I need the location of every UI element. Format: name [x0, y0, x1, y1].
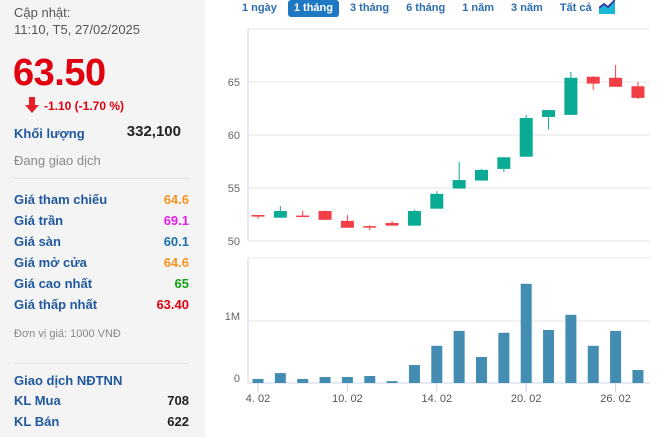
- chart-type-icon[interactable]: [599, 0, 615, 14]
- volume-tick-label: 0: [234, 373, 240, 385]
- volume-bar: [453, 330, 465, 383]
- volume-label: Khối lượng: [14, 126, 85, 141]
- volume-bar: [587, 345, 599, 383]
- x-tick-label: 10. 02: [332, 393, 363, 405]
- x-tick-label: 20. 02: [511, 393, 542, 405]
- volume-bar: [341, 376, 353, 383]
- stat-label: Giá sàn: [14, 234, 61, 249]
- candle-body: [497, 157, 511, 169]
- candle-body: [519, 118, 533, 157]
- foreign-buy-label: KL Mua: [14, 393, 61, 408]
- candle-body: [564, 77, 578, 115]
- candle-body: [318, 211, 332, 220]
- x-tick-label: 26. 02: [600, 393, 631, 405]
- tab-period[interactable]: Tất cả: [559, 2, 592, 14]
- stat-value: 64.6: [163, 192, 189, 207]
- stat-value: 63.40: [156, 297, 189, 312]
- price-unit: Đơn vị giá: 1000 VNĐ: [14, 328, 121, 340]
- volume-bar: [520, 283, 532, 383]
- volume-bar: [632, 369, 644, 383]
- tab-period[interactable]: 3 năm: [511, 2, 543, 14]
- candle-body: [363, 226, 377, 228]
- candle-body: [273, 211, 287, 218]
- update-label: Cập nhật:: [14, 5, 71, 20]
- divider: [14, 363, 189, 364]
- candle-body: [452, 180, 466, 189]
- stat-label: Giá tham chiếu: [14, 192, 108, 207]
- volume-bar: [274, 373, 286, 383]
- stat-label: Giá mở cửa: [14, 255, 87, 270]
- candle-body: [542, 110, 556, 117]
- tab-period[interactable]: 1 ngày: [242, 2, 277, 14]
- stat-label: Giá thấp nhất: [14, 297, 98, 312]
- foreign-trading-title: Giao dịch NĐTNN: [14, 373, 123, 388]
- period-tabs: 1 ngày 1 tháng 3 tháng 6 tháng 1 năm 3 năm Tất…: [236, 0, 603, 17]
- stat-value: 60.1: [163, 234, 189, 249]
- volume-bar: [610, 330, 622, 383]
- candle-body: [475, 169, 488, 181]
- tab-period[interactable]: 6 tháng: [406, 2, 446, 14]
- candle-body: [609, 77, 623, 87]
- volume-bar: [408, 365, 420, 383]
- volume-bar: [297, 378, 309, 383]
- candle-body: [251, 215, 265, 217]
- volume-bar: [476, 356, 487, 383]
- candle-body: [631, 86, 645, 98]
- foreign-sell-label: KL Bán: [14, 414, 60, 429]
- arrow-down-icon: [25, 97, 39, 113]
- volume-bar: [252, 378, 264, 383]
- volume-value: 332,100: [126, 123, 181, 140]
- stat-value: 65: [174, 276, 189, 291]
- price-change: -1.10 (-1.70 %): [44, 99, 125, 113]
- stat-label: Giá cao nhất: [14, 276, 93, 291]
- candle-body: [586, 76, 600, 84]
- volume-bar: [565, 314, 577, 383]
- x-tick-label: 4. 02: [246, 393, 270, 405]
- stat-value: 69.1: [163, 213, 189, 228]
- y-tick-label: 55: [228, 183, 240, 195]
- tab-period[interactable]: 1 năm: [462, 2, 495, 14]
- foreign-buy-value: 708: [167, 393, 189, 408]
- candle-body: [385, 222, 399, 226]
- volume-tick-label: 1M: [225, 311, 240, 323]
- y-tick-label: 50: [228, 236, 240, 248]
- y-tick-label: 60: [228, 130, 240, 142]
- stat-label: Giá trần: [14, 213, 64, 228]
- tab-period[interactable]: 1 tháng: [287, 0, 339, 17]
- trading-status: Đang giao dịch: [14, 153, 101, 168]
- candle-body: [340, 220, 354, 228]
- candle-body: [407, 211, 421, 226]
- tab-period[interactable]: 3 tháng: [349, 2, 390, 14]
- volume-bar: [431, 345, 443, 383]
- volume-bar: [386, 381, 398, 383]
- update-time: 11:10, T5, 27/02/2025: [14, 22, 141, 37]
- y-tick-label: 65: [228, 77, 240, 89]
- candle-body: [430, 193, 444, 209]
- candle-body: [296, 215, 310, 218]
- volume-bar: [364, 375, 376, 383]
- current-price: 63.50: [13, 52, 106, 94]
- volume-bar: [543, 329, 555, 383]
- volume-bar: [498, 332, 510, 383]
- foreign-sell-value: 622: [167, 414, 189, 429]
- x-tick-label: 14. 02: [422, 393, 453, 405]
- stat-value: 64.6: [163, 255, 189, 270]
- divider: [14, 178, 189, 179]
- volume-bar: [319, 376, 331, 383]
- stock-info-panel: Cập nhật: 11:10, T5, 27/02/2025 63.50 -1…: [0, 0, 205, 437]
